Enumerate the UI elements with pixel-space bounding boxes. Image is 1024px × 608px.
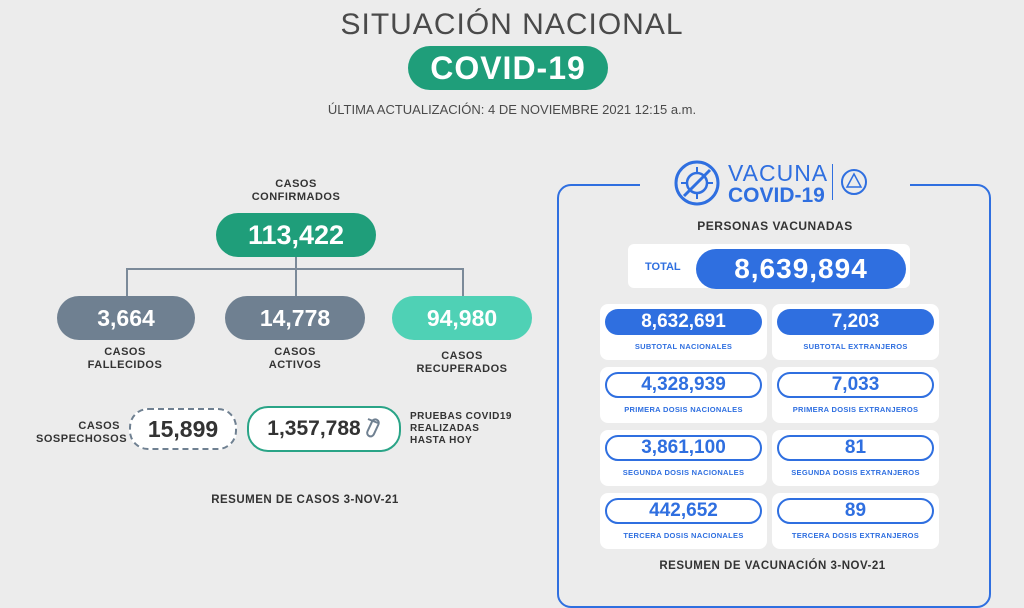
vaccine-card-label: SEGUNDA DOSIS NACIONALES <box>622 468 745 477</box>
page-title: SITUACIÓN NACIONAL <box>340 8 684 41</box>
vaccine-card: 442,652 TERCERA DOSIS NACIONALES <box>600 493 767 549</box>
suspects-value: 15,899 <box>129 408 237 450</box>
deaths-label: CASOS FALLECIDOS <box>87 346 163 371</box>
national-seal-icon <box>841 169 867 195</box>
virus-syringe-icon <box>674 160 720 206</box>
logo-divider <box>832 164 833 200</box>
tests-value: 1,357,788 <box>267 417 361 440</box>
vaccine-card-value: 89 <box>777 498 934 524</box>
tree-connector-top <box>295 257 297 268</box>
tests-box: 1,357,788 <box>247 406 401 452</box>
vaccine-card-value: 442,652 <box>605 498 762 524</box>
vaccine-card-label: TERCERA DOSIS NACIONALES <box>623 531 744 540</box>
vaccine-logo-line1: VACUNA <box>728 160 829 186</box>
vaccination-summary: RESUMEN DE VACUNACIÓN 3-NOV-21 <box>659 560 886 572</box>
vaccine-card: 7,203 SUBTOTAL EXTRANJEROS <box>772 304 939 360</box>
active-label: CASOS ACTIVOS <box>268 346 322 371</box>
vaccine-card: 89 TERCERA DOSIS EXTRANJEROS <box>772 493 939 549</box>
last-updated: ÚLTIMA ACTUALIZACIÓN: 4 DE NOVIEMBRE 202… <box>327 102 697 117</box>
vaccine-card: 3,861,100 SEGUNDA DOSIS NACIONALES <box>600 430 767 486</box>
vaccine-card: 7,033 PRIMERA DOSIS EXTRANJEROS <box>772 367 939 423</box>
vaccine-card-label: PRIMERA DOSIS EXTRANJEROS <box>792 405 919 414</box>
deaths-value: 3,664 <box>57 296 195 340</box>
vaccine-card-value: 81 <box>777 435 934 461</box>
vaccine-card-value: 3,861,100 <box>605 435 762 461</box>
vaccine-card-label: SUBTOTAL NACIONALES <box>634 342 733 351</box>
vaccine-logo-line2: COVID-19 <box>728 184 825 207</box>
vaccine-card-label: SUBTOTAL EXTRANJEROS <box>803 342 908 351</box>
vaccine-card: 8,632,691 SUBTOTAL NACIONALES <box>600 304 767 360</box>
tests-label: PRUEBAS COVID19 REALIZADAS HASTA HOY <box>410 411 512 446</box>
vaccine-logo: VACUNA COVID-19 <box>640 156 910 210</box>
total-vaccinated-value: 8,639,894 <box>696 249 906 289</box>
active-value: 14,778 <box>225 296 365 340</box>
people-vaccinated-label: PERSONAS VACUNADAS <box>697 219 853 233</box>
recovered-value: 94,980 <box>392 296 532 340</box>
vaccine-card-value: 8,632,691 <box>605 309 762 335</box>
total-label: TOTAL <box>645 261 681 273</box>
confirmed-label: CASOS CONFIRMADOS <box>251 178 341 203</box>
recovered-label: CASOS RECUPERADOS <box>416 350 508 375</box>
vaccine-card-value: 4,328,939 <box>605 372 762 398</box>
cases-summary: RESUMEN DE CASOS 3-NOV-21 <box>211 494 399 506</box>
vaccine-card-label: PRIMERA DOSIS NACIONALES <box>624 405 743 414</box>
vaccine-card-value: 7,033 <box>777 372 934 398</box>
vaccine-card: 4,328,939 PRIMERA DOSIS NACIONALES <box>600 367 767 423</box>
confirmed-cases-value: 113,422 <box>216 213 376 257</box>
tree-connector-right <box>462 268 464 296</box>
suspects-label: CASOS SOSPECHOSOS <box>36 420 128 445</box>
vaccine-card-value: 7,203 <box>777 309 934 335</box>
tree-connector-middle <box>295 268 297 296</box>
test-tube-icon <box>365 417 381 441</box>
vaccine-card-label: SEGUNDA DOSIS EXTRANJEROS <box>791 468 920 477</box>
vaccine-card: 81 SEGUNDA DOSIS EXTRANJEROS <box>772 430 939 486</box>
covid-badge: COVID-19 <box>408 46 608 90</box>
tree-connector-left <box>126 268 128 296</box>
vaccine-card-label: TERCERA DOSIS EXTRANJEROS <box>791 531 920 540</box>
